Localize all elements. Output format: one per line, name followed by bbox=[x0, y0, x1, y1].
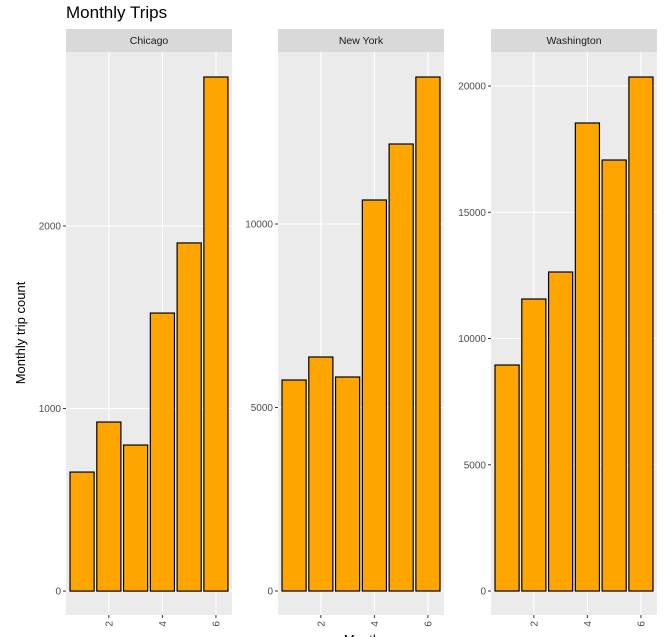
strip bbox=[278, 29, 444, 52]
bar bbox=[149, 312, 176, 592]
bar bbox=[388, 143, 414, 592]
y-tick-label: 0 bbox=[480, 587, 486, 598]
x-tick-label: 2 bbox=[529, 621, 540, 627]
bar bbox=[415, 76, 441, 592]
bar bbox=[69, 471, 95, 592]
bar bbox=[494, 364, 520, 592]
bar bbox=[176, 242, 202, 592]
y-tick-label: 10000 bbox=[245, 220, 273, 231]
strip bbox=[66, 29, 232, 52]
x-tick-label: 6 bbox=[423, 621, 434, 627]
bar bbox=[521, 298, 547, 592]
bar bbox=[281, 379, 307, 592]
x-tick-label: 2 bbox=[104, 621, 115, 627]
bar bbox=[308, 356, 334, 592]
y-tick-label: 0 bbox=[267, 586, 273, 597]
y-tick-label: 20000 bbox=[458, 82, 486, 93]
bar bbox=[122, 444, 149, 592]
x-axis-label: Month bbox=[344, 632, 380, 637]
x-tick-label: 4 bbox=[158, 621, 169, 627]
bar bbox=[96, 421, 122, 592]
y-tick-label: 15000 bbox=[458, 208, 486, 219]
x-tick-label: 6 bbox=[211, 621, 222, 627]
y-tick-label: 5000 bbox=[251, 403, 274, 414]
bar bbox=[601, 159, 627, 592]
x-tick-label: 2 bbox=[316, 621, 327, 627]
y-tick-label: 2000 bbox=[39, 221, 62, 232]
x-tick-label: 4 bbox=[370, 621, 381, 627]
bar bbox=[203, 76, 229, 592]
y-tick-label: 1000 bbox=[39, 404, 62, 415]
y-axis-label: Monthly trip count bbox=[13, 281, 28, 384]
y-tick-label: 0 bbox=[55, 587, 61, 598]
bar bbox=[334, 376, 361, 592]
x-tick-label: 4 bbox=[583, 621, 594, 627]
strip-label: New York bbox=[339, 35, 384, 47]
y-tick-label: 5000 bbox=[464, 460, 487, 471]
bar bbox=[628, 76, 654, 592]
x-tick-label: 6 bbox=[636, 621, 647, 627]
y-tick-label: 10000 bbox=[458, 334, 486, 345]
chart-title: Monthly Trips bbox=[66, 3, 167, 22]
strip-label: Chicago bbox=[130, 35, 169, 47]
bar bbox=[361, 199, 388, 592]
bar bbox=[574, 122, 601, 592]
strip-label: Washington bbox=[546, 35, 601, 47]
bar bbox=[547, 271, 574, 592]
strip bbox=[491, 29, 657, 52]
